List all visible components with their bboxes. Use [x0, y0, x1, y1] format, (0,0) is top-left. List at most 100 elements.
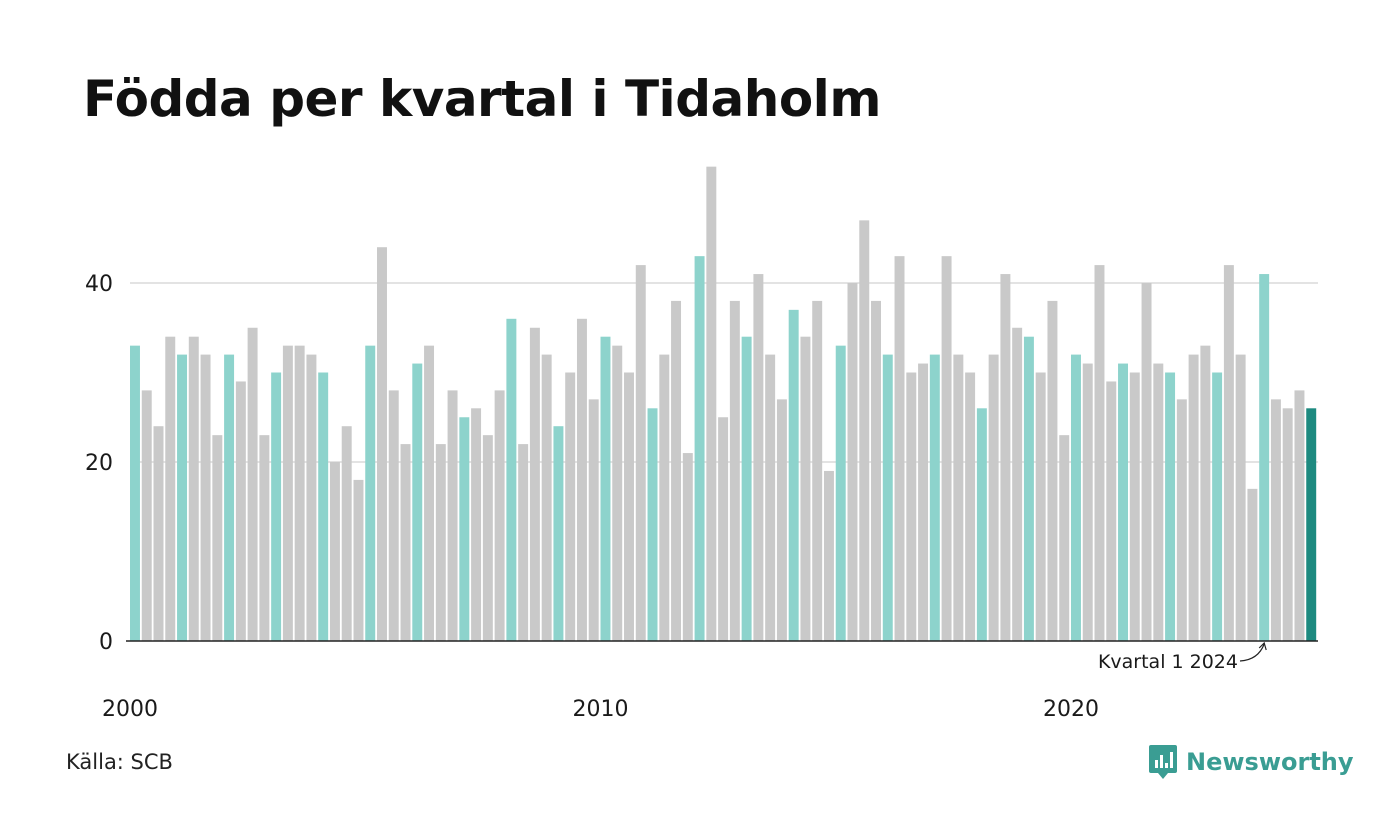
bar — [165, 336, 176, 641]
x-tick-label: 2010 — [572, 697, 628, 722]
bar — [553, 426, 564, 641]
bar — [341, 426, 352, 641]
bars — [130, 166, 1317, 641]
bar — [612, 345, 623, 641]
bar — [212, 435, 223, 641]
bar — [329, 462, 340, 641]
bar — [388, 390, 399, 641]
bar — [365, 345, 376, 641]
bar — [600, 336, 611, 641]
bar — [976, 408, 987, 641]
x-tick-label: 2020 — [1043, 697, 1099, 722]
bar — [1165, 372, 1176, 641]
bar — [1082, 363, 1093, 641]
source-label: Källa: SCB — [66, 750, 173, 774]
bar — [400, 444, 411, 641]
bar — [1094, 265, 1105, 641]
bar — [941, 256, 952, 641]
bar — [565, 372, 576, 641]
bar — [1118, 363, 1128, 641]
annotation-label: Kvartal 1 2024 — [1098, 651, 1238, 673]
bar — [188, 336, 199, 641]
bar — [812, 300, 823, 641]
bar — [459, 417, 470, 641]
annotation: Kvartal 1 2024 — [1098, 641, 1267, 673]
bar — [835, 345, 846, 641]
bar — [765, 354, 776, 641]
bar — [718, 417, 729, 641]
bar — [800, 336, 811, 641]
bar — [271, 372, 282, 641]
newsworthy-logo-icon — [1149, 745, 1177, 779]
bar — [494, 390, 505, 641]
bar — [1059, 435, 1070, 641]
bar — [1270, 399, 1281, 641]
x-tick-label: 2000 — [102, 697, 158, 722]
bar — [1141, 283, 1152, 641]
bar — [929, 354, 940, 641]
bar — [130, 345, 140, 641]
bar — [1188, 354, 1199, 641]
brand-name: Newsworthy — [1186, 748, 1354, 776]
bar — [682, 453, 693, 641]
bar — [753, 274, 764, 641]
bar — [306, 354, 317, 641]
bar — [847, 283, 858, 641]
chart-title: Födda per kvartal i Tidaholm — [83, 70, 881, 128]
bar — [471, 408, 482, 641]
bar — [1070, 354, 1081, 641]
bar — [647, 408, 658, 641]
bar — [353, 479, 364, 641]
bar — [1200, 345, 1211, 641]
bar — [1176, 399, 1187, 641]
bar — [1235, 354, 1246, 641]
bar — [1129, 372, 1140, 641]
y-tick-label: 40 — [85, 272, 113, 297]
bar — [859, 220, 870, 641]
bar — [1259, 274, 1270, 641]
bar — [1012, 327, 1023, 641]
bar — [741, 336, 752, 641]
bar — [918, 363, 929, 641]
bar — [788, 309, 799, 641]
bar — [318, 372, 329, 641]
bar — [447, 390, 458, 641]
bar — [424, 345, 435, 641]
bar — [1247, 488, 1258, 641]
bar — [988, 354, 999, 641]
bar — [624, 372, 634, 641]
bar — [823, 470, 834, 641]
bar — [412, 363, 423, 641]
bar-chart: 0 20 40 2000 2010 2020 Kvartal 1 2024 — [85, 166, 1318, 722]
bar — [906, 372, 917, 641]
bar — [729, 300, 740, 641]
bar — [482, 435, 493, 641]
bar — [506, 318, 517, 641]
bar — [200, 354, 211, 641]
bar — [435, 444, 446, 641]
bar — [694, 256, 705, 641]
bar — [1000, 274, 1011, 641]
bar — [235, 381, 246, 641]
bar — [518, 444, 529, 641]
bar — [776, 399, 787, 641]
bar — [1282, 408, 1293, 641]
bar — [1294, 390, 1305, 641]
bar — [1106, 381, 1117, 641]
bar — [153, 426, 164, 641]
bar — [247, 327, 258, 641]
bar — [1035, 372, 1046, 641]
axes: 0 20 40 2000 2010 2020 — [85, 272, 1318, 722]
bar — [529, 327, 540, 641]
brand-logo[interactable]: Newsworthy — [1148, 744, 1354, 780]
bar — [282, 345, 293, 641]
annotation-arrowhead — [1258, 641, 1267, 651]
bar-latest — [1306, 408, 1317, 641]
bar — [882, 354, 893, 641]
bar — [259, 435, 270, 641]
bar — [1023, 336, 1034, 641]
bar — [965, 372, 976, 641]
bar — [224, 354, 235, 641]
bar — [635, 265, 646, 641]
bar — [953, 354, 964, 641]
